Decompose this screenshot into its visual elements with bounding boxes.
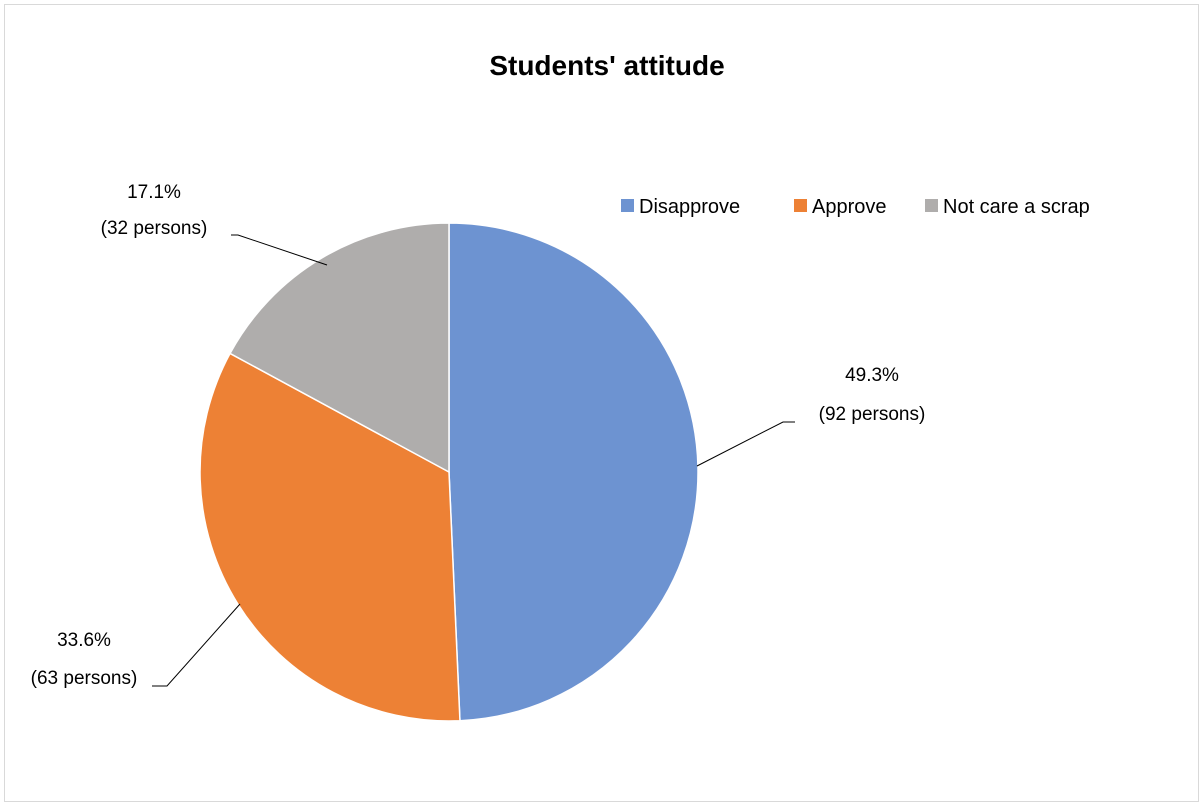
legend-item-disapprove: Disapprove: [621, 196, 740, 218]
legend-item-approve: Approve: [794, 196, 887, 218]
data-label-approve-percent: 33.6%: [57, 630, 111, 651]
legend-item-not-care: Not care a scrap: [925, 196, 1090, 218]
legend-label-approve: Approve: [812, 196, 887, 218]
legend-swatch-approve: [794, 199, 807, 212]
pie-chart: Students' attitude 49.3% (92 persons) 33…: [5, 5, 1200, 803]
data-label-not-care-count: (32 persons): [101, 218, 208, 239]
leader-line-not-care: [231, 235, 327, 265]
pie-slices: [200, 223, 698, 721]
data-label-approve-count: (63 persons): [31, 668, 138, 689]
chart-frame: Students' attitude 49.3% (92 persons) 33…: [4, 4, 1199, 802]
legend-swatch-not-care: [925, 199, 938, 212]
legend: Disapprove Approve Not care a scrap: [621, 196, 1090, 218]
data-label-disapprove-count: (92 persons): [819, 404, 926, 425]
leader-line-approve: [152, 604, 240, 686]
data-label-not-care-percent: 17.1%: [127, 182, 181, 203]
legend-label-not-care: Not care a scrap: [943, 196, 1090, 218]
leader-line-disapprove: [697, 422, 795, 466]
legend-label-disapprove: Disapprove: [639, 196, 740, 218]
pie-slice-disapprove: [449, 223, 698, 721]
legend-swatch-disapprove: [621, 199, 634, 212]
data-label-disapprove-percent: 49.3%: [845, 365, 899, 386]
chart-title: Students' attitude: [489, 50, 724, 81]
